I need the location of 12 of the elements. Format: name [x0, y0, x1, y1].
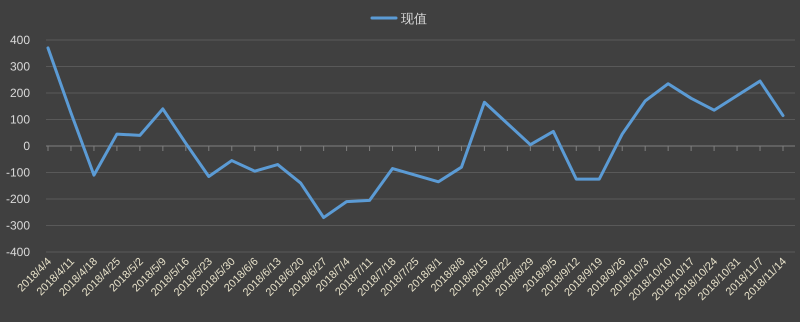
y-tick-label: -300: [6, 218, 30, 232]
y-tick-label: 300: [10, 60, 30, 74]
y-tick-label: -200: [6, 192, 30, 206]
y-tick-label: -100: [6, 166, 30, 180]
y-tick-label: 400: [10, 33, 30, 47]
y-tick-label: 200: [10, 86, 30, 100]
y-tick-label: 100: [10, 112, 30, 126]
line-series: [46, 46, 784, 220]
legend: 现值: [370, 12, 427, 27]
legend-label: 现值: [401, 12, 427, 27]
y-tick-label: -400: [6, 245, 30, 259]
y-tick-label: 0: [23, 139, 30, 153]
